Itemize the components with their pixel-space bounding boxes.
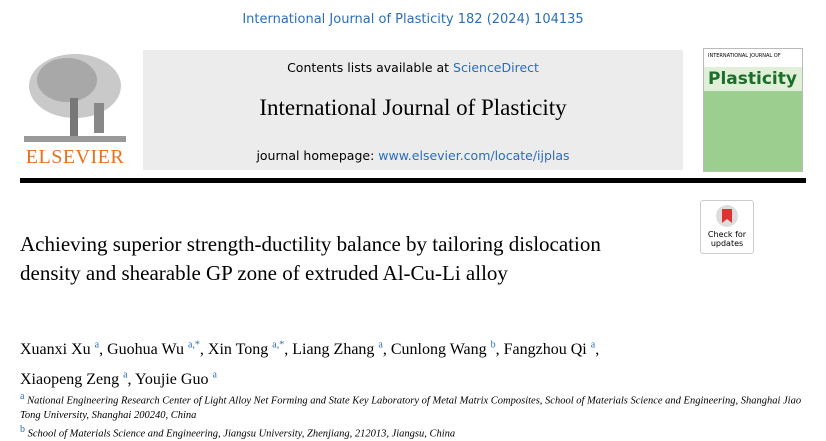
author-name: Cunlong Wang [391, 341, 487, 358]
author: Liang Zhang a, [292, 341, 387, 358]
check-updates[interactable]: Check for updates [700, 200, 754, 254]
contents-prefix: Contents lists available at [287, 60, 449, 75]
rule [20, 178, 806, 183]
author: Xiaopeng Zeng a, [20, 371, 132, 388]
separator: , [383, 341, 387, 358]
publisher: ELSEVIER [20, 146, 130, 169]
author-name: Liang Zhang [292, 341, 374, 358]
affiliation-text: School of Materials Science and Engineer… [28, 428, 456, 439]
separator: , [595, 341, 599, 358]
separator: , [496, 341, 500, 358]
homepage-prefix: journal homepage: [256, 148, 374, 163]
author: Youjie Guo a [135, 371, 217, 388]
author-sup: a,* [272, 340, 284, 351]
author-name: Xuanxi Xu [20, 341, 91, 358]
paper-title: Achieving superior strength-ductility ba… [20, 230, 620, 288]
author-sup: a [212, 369, 216, 380]
affiliation: a National Engineering Research Center o… [20, 390, 810, 423]
author-sup: a,* [188, 340, 200, 351]
check-line: updates [701, 239, 753, 248]
elsevier-logo [22, 48, 128, 146]
author-name: Fangzhou Qi [504, 341, 587, 358]
affiliation: b School of Materials Science and Engine… [20, 423, 810, 441]
check-line: Check for [701, 230, 753, 239]
author: Xuanxi Xu a, [20, 341, 103, 358]
homepage-line: journal homepage: www.elsevier.com/locat… [143, 148, 683, 163]
author: Cunlong Wang b, [391, 341, 500, 358]
author-name: Guohua Wu [107, 341, 184, 358]
affiliation-label: b [20, 424, 25, 435]
journal-cover: INTERNATIONAL JOURNAL OF Plasticity [703, 48, 803, 172]
journal-title: International Journal of Plasticity [143, 95, 683, 121]
journal-ref[interactable]: International Journal of Plasticity 182 … [0, 12, 826, 27]
affiliations: a National Engineering Research Center o… [20, 390, 810, 441]
separator: , [99, 341, 103, 358]
separator: , [284, 341, 288, 358]
separator: , [200, 341, 204, 358]
contents-link[interactable]: ScienceDirect [453, 60, 539, 75]
cover-name: Plasticity [704, 67, 802, 91]
author: Xin Tong a,*, [208, 341, 288, 358]
author: Guohua Wu a,*, [107, 341, 204, 358]
authors: Xuanxi Xu a, Guohua Wu a,*, Xin Tong a,*… [20, 333, 620, 392]
journal-banner: Contents lists available at ScienceDirec… [143, 50, 683, 170]
cover-top: INTERNATIONAL JOURNAL OF [704, 49, 802, 67]
affiliation-text: National Engineering Research Center of … [20, 396, 801, 421]
contents-line: Contents lists available at ScienceDirec… [143, 60, 683, 75]
author-name: Xin Tong [208, 341, 268, 358]
check-icon [715, 204, 739, 228]
author-name: Xiaopeng Zeng [20, 371, 119, 388]
separator: , [128, 371, 132, 388]
affiliation-label: a [20, 391, 24, 402]
homepage-link[interactable]: www.elsevier.com/locate/ijplas [378, 148, 569, 163]
author-name: Youjie Guo [135, 371, 209, 388]
author: Fangzhou Qi a, [504, 341, 600, 358]
